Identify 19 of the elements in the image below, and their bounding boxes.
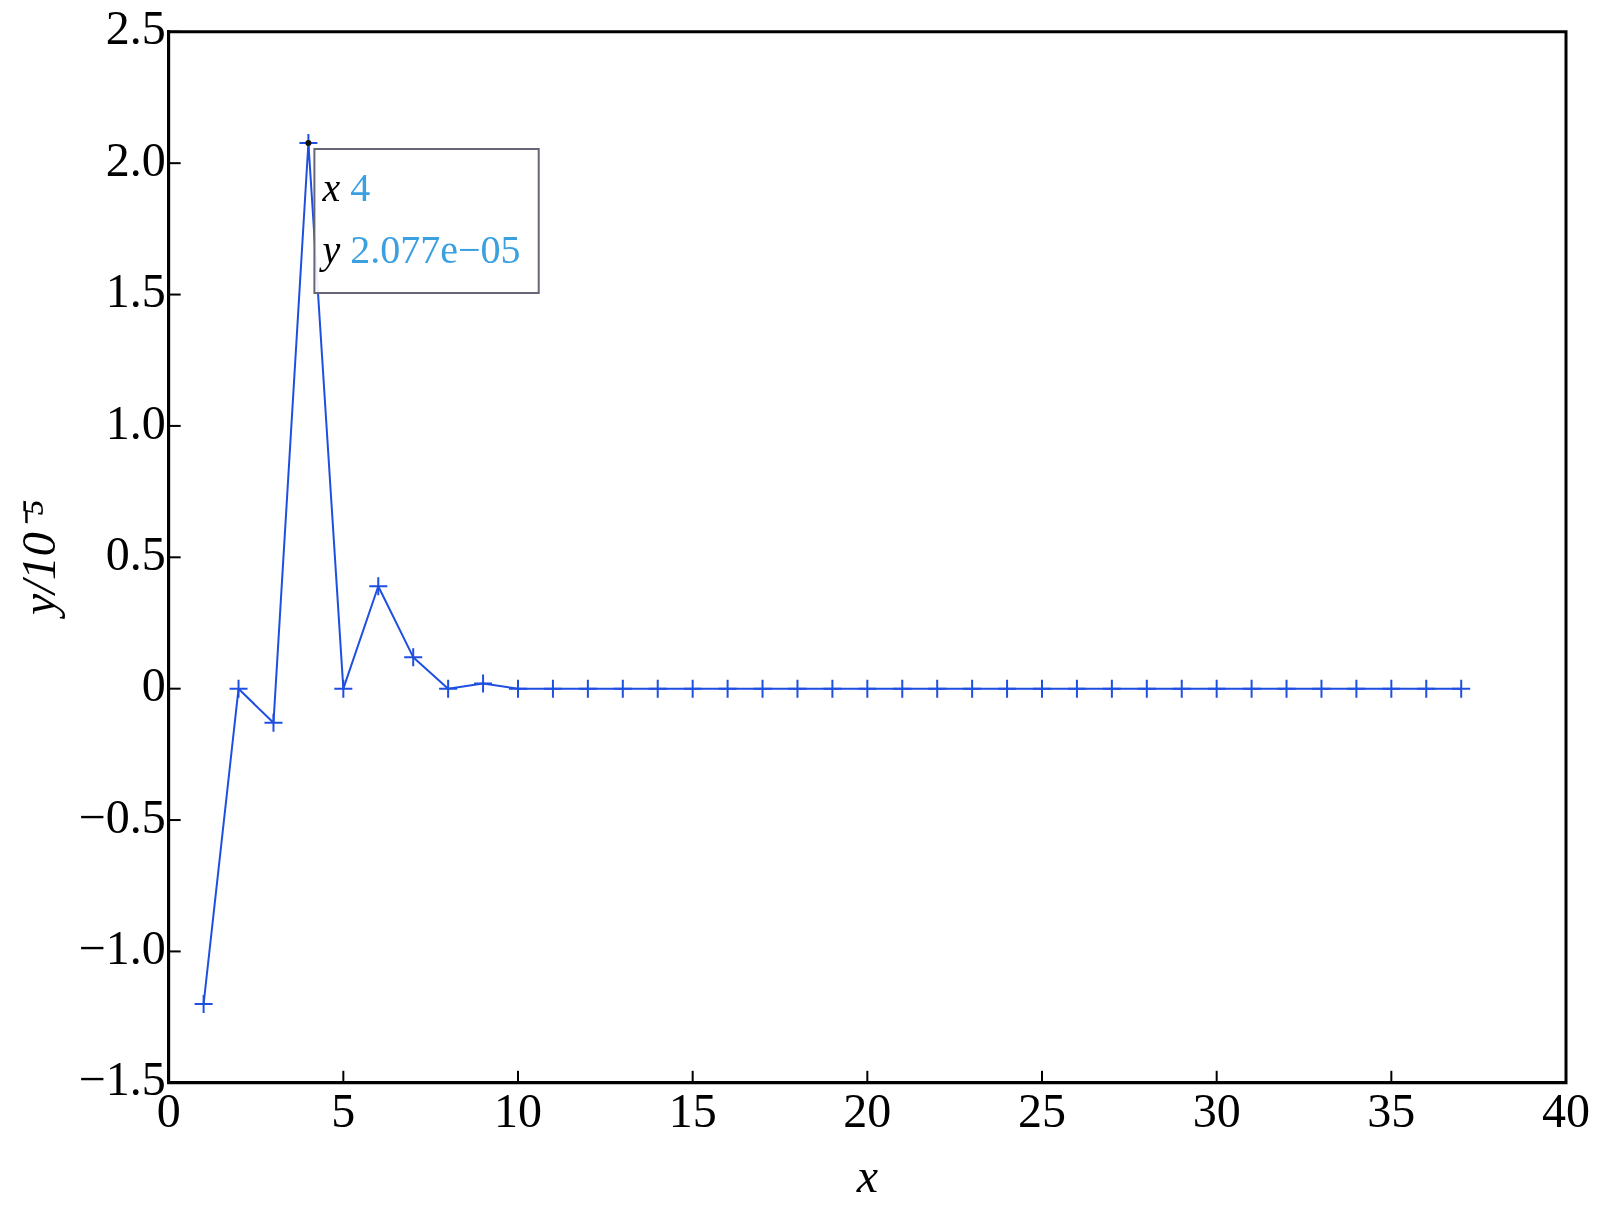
y-tick-label: 2.5 [105, 1, 166, 55]
x-axis-title: x [855, 1148, 878, 1202]
x-tick-label: 35 [1367, 1084, 1416, 1138]
y-tick-label: 1.0 [105, 395, 166, 449]
x-tick-label: 5 [331, 1084, 356, 1138]
x-tick-label: 15 [668, 1084, 717, 1138]
y-axis-title: y/10⁻⁵ [12, 499, 66, 620]
y-tick-label: 2.0 [105, 132, 166, 186]
y-tick-label: −0.5 [78, 789, 166, 843]
x-tick-label: 10 [494, 1084, 542, 1138]
y-tick-label: −1.0 [78, 921, 166, 975]
y-tick-label: 0.5 [105, 526, 166, 580]
x-tick-label: 40 [1542, 1084, 1590, 1138]
x-tick-label: 30 [1192, 1084, 1241, 1138]
x-tick-label: 20 [843, 1084, 892, 1138]
annotation: x 4 y 2.077e−05 [318, 164, 521, 272]
y-tick-label: 0 [141, 658, 166, 712]
y-tick-label: 1.5 [105, 264, 166, 318]
x-tick-label: 25 [1018, 1084, 1066, 1138]
